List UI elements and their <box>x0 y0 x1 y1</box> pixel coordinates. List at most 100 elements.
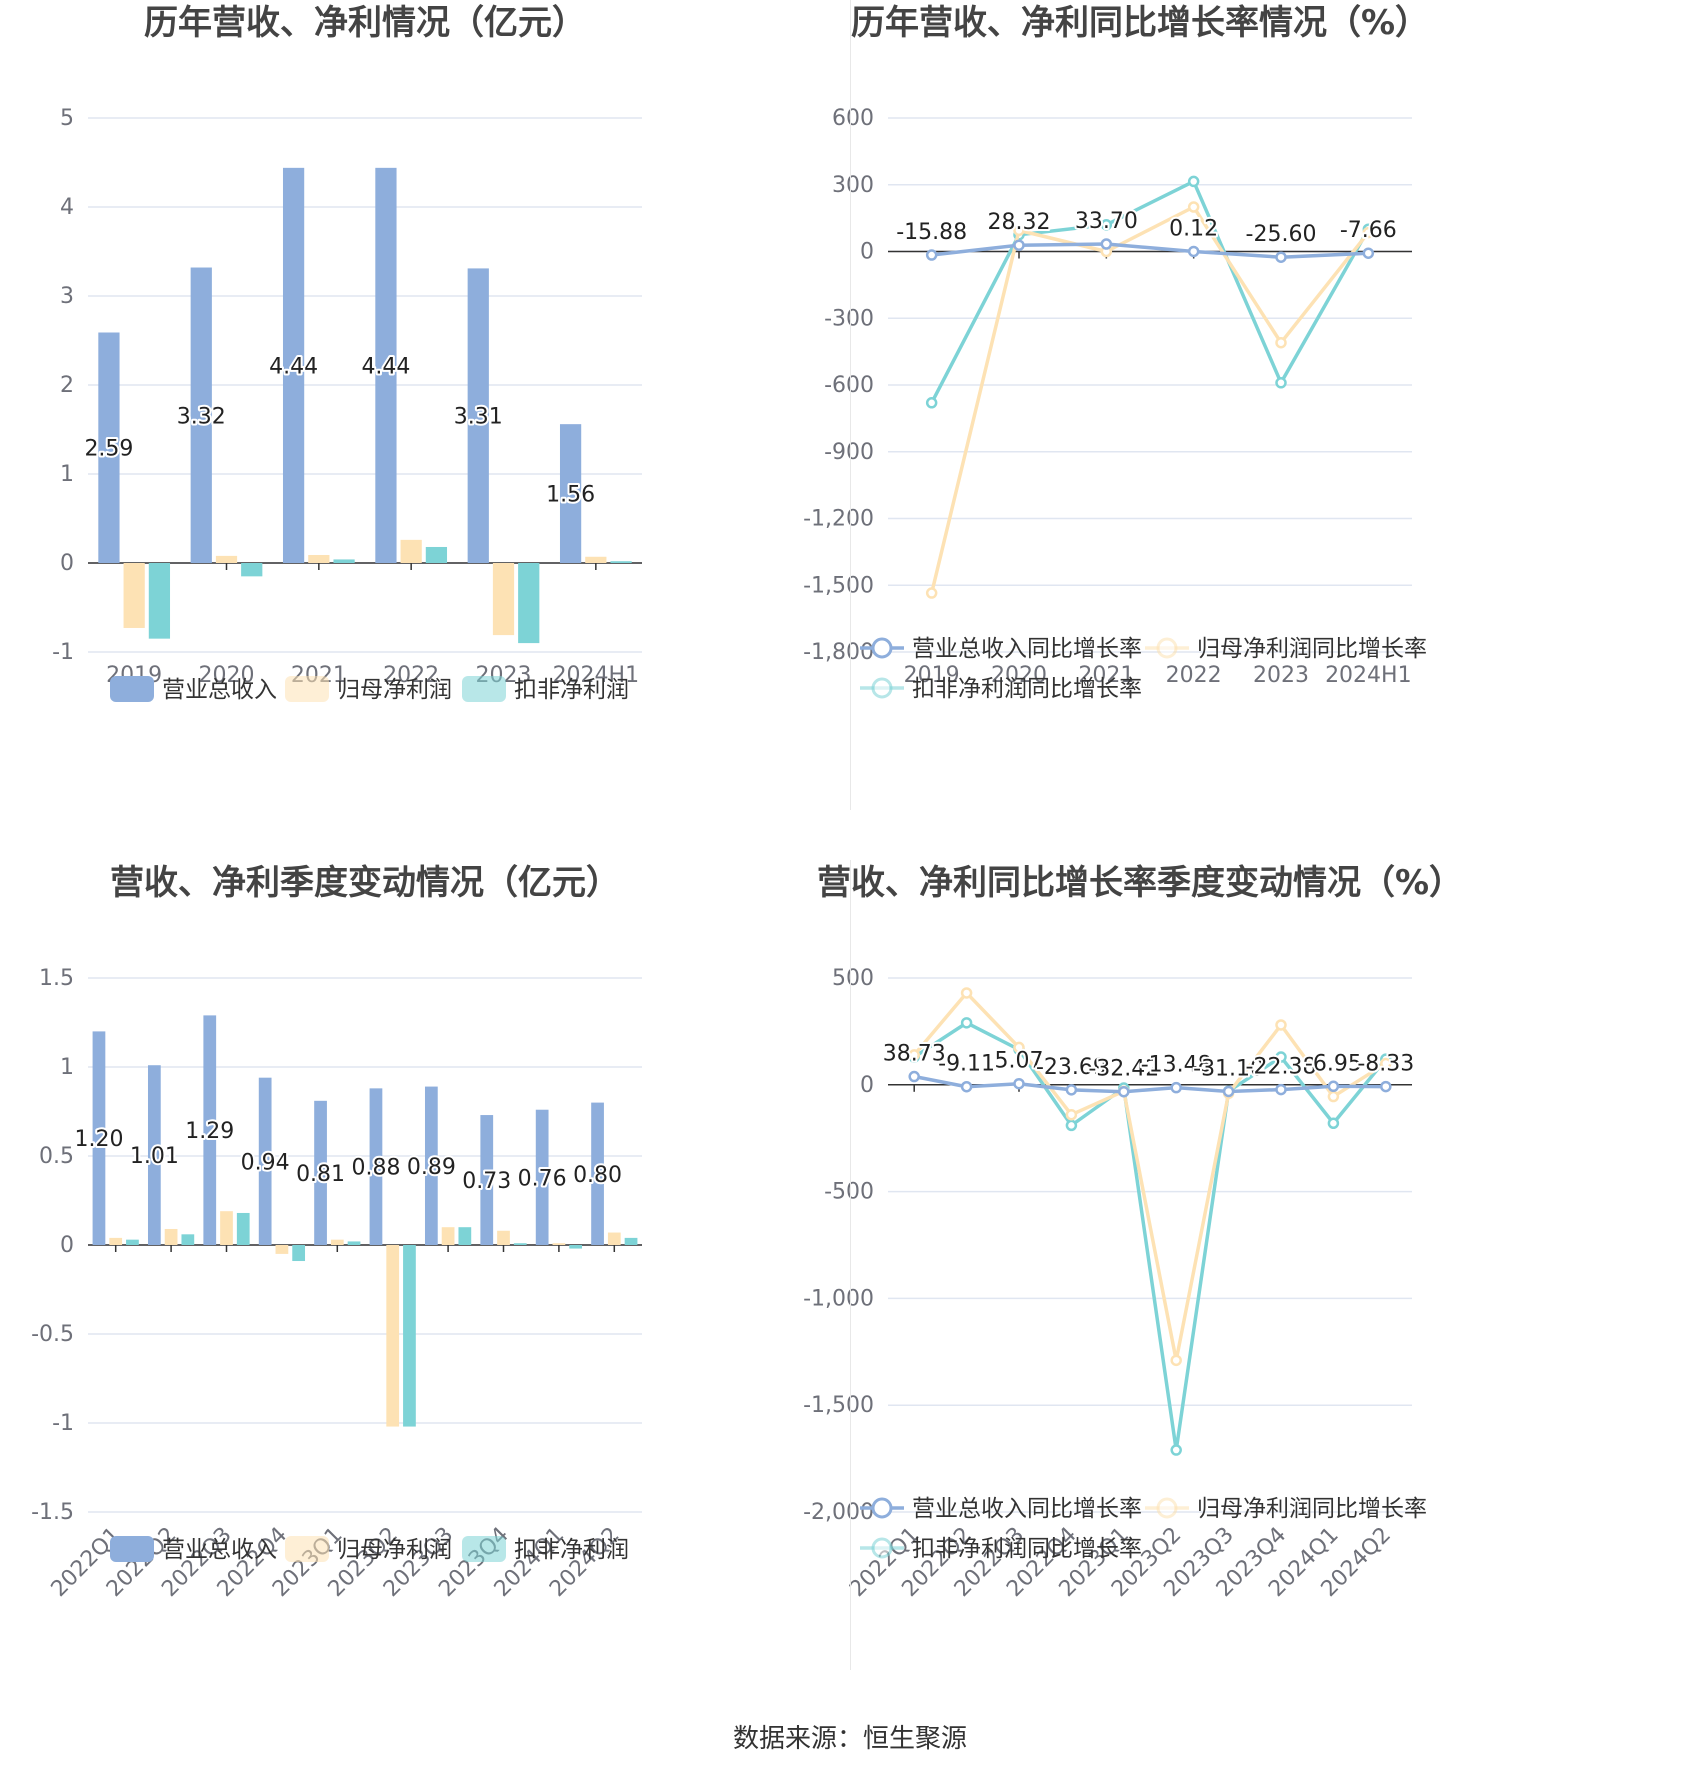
x-tick-label: 2024H1 <box>553 663 640 688</box>
legend-swatch <box>462 1536 506 1562</box>
legend-item-1: 营业总收入 <box>110 1536 277 1563</box>
y-tick-label: 2 <box>60 373 74 398</box>
bar <box>292 1245 306 1262</box>
y-tick-label: -1,200 <box>803 507 874 532</box>
series-3-bars <box>126 1212 638 1427</box>
data-point <box>925 397 938 409</box>
legend-marker-icon <box>1156 1497 1178 1519</box>
bar <box>347 1241 361 1245</box>
legend-item-3: 扣非净利润同比增长率 <box>860 676 1142 702</box>
legend-label: 营业总收入 <box>162 677 277 703</box>
data-point <box>1362 247 1375 259</box>
legend-label: 归母净利润 <box>337 677 452 703</box>
legend-item-1: 营业总收入同比增长率 <box>860 1496 1142 1522</box>
series-line <box>913 1074 1386 1094</box>
data-labels: -15.88 28.32 33.70 0.12 -25.60 -7.66 <box>894 207 1399 249</box>
series-3-line <box>908 1017 1392 1456</box>
bar <box>424 1086 438 1245</box>
data-point <box>1187 201 1200 213</box>
data-label: 0.76 <box>518 1166 567 1191</box>
legend-swatch <box>285 676 329 702</box>
legend-swatch <box>110 1536 154 1562</box>
legend-item-1: 营业总收入同比增长率 <box>860 636 1142 662</box>
data-label: 3.32 <box>177 404 226 429</box>
legend-label: 扣非净利润同比增长率 <box>912 676 1142 702</box>
y-tick-label: 500 <box>832 966 874 991</box>
data-point <box>1065 1108 1078 1121</box>
x-tick-label: 2020 <box>199 663 255 688</box>
data-label: 4.44 <box>269 354 318 379</box>
annual-growth-rate-chart: 历年营收、净利同比增长率情况（%） -1,800 -1,500 -1,200 -900 -… <box>803 0 1700 820</box>
y-tick-label: -2,000 <box>803 1500 874 1525</box>
x-tick-label: 2024H1 <box>1325 663 1412 688</box>
bar <box>585 556 607 563</box>
bar <box>275 1245 289 1254</box>
legend-label: 扣非净利润 <box>514 677 629 703</box>
bar <box>559 424 582 563</box>
series-3-bars <box>148 546 632 644</box>
y-tick-label: 300 <box>832 173 874 198</box>
data-point <box>1275 1051 1287 1063</box>
bar <box>236 1212 250 1245</box>
data-label: 0.73 <box>462 1169 511 1194</box>
data-point <box>1275 1083 1287 1096</box>
series-line <box>929 205 1370 594</box>
y-tick-label: -1 <box>52 1411 74 1436</box>
chart-title: 历年营收、净利情况（亿元） <box>144 3 586 43</box>
bar <box>330 1239 344 1245</box>
data-point <box>908 1070 920 1083</box>
y-tick-label: -1,000 <box>803 1286 874 1311</box>
series-1-bars <box>92 1015 604 1245</box>
data-label: 0.80 <box>573 1163 622 1188</box>
bar <box>518 563 540 644</box>
data-label: 2.59 <box>84 437 133 462</box>
series-2-line <box>925 201 1375 599</box>
data-label: 4.44 <box>361 354 410 379</box>
legend-marker-icon <box>871 677 893 699</box>
series-line <box>931 242 1369 259</box>
bar <box>552 1243 566 1245</box>
bar <box>164 1228 178 1245</box>
series-2-line <box>908 987 1392 1367</box>
data-point <box>1013 1077 1025 1090</box>
data-point <box>1065 1119 1078 1132</box>
data-point <box>1187 245 1200 258</box>
x-tick-label: 2022 <box>383 663 439 688</box>
bar <box>181 1234 195 1245</box>
legend-label: 扣非净利润同比增长率 <box>912 1536 1142 1562</box>
legend-item-3: 扣非净利润 <box>462 1536 629 1563</box>
data-label: -6.95 <box>1305 1051 1362 1076</box>
data-label: -15.88 <box>896 220 967 245</box>
data-point <box>1013 239 1025 251</box>
legend-item-1: 营业总收入 <box>110 676 277 703</box>
legend-label: 扣非净利润 <box>514 1537 629 1563</box>
bar <box>98 332 120 563</box>
quarterly-growth-rate-chart: 营收、净利同比增长率季度变动情况（%） -2,000 -1,500 -1,000 -50… <box>803 860 1700 1680</box>
x-tick-label: 2020 <box>991 663 1047 688</box>
legend-item-2: 归母净利润同比增长率 <box>1145 1496 1427 1522</box>
bar <box>92 1031 106 1245</box>
bar <box>591 1102 604 1245</box>
y-tick-label: -1,800 <box>803 640 874 665</box>
data-label: 0.88 <box>351 1156 400 1181</box>
bar <box>400 539 422 563</box>
data-label: -8.33 <box>1357 1052 1414 1077</box>
data-point <box>1380 1080 1392 1093</box>
series-1-bars <box>98 167 582 563</box>
bar <box>513 1243 527 1245</box>
data-point <box>1275 336 1287 349</box>
chart-title: 历年营收、净利同比增长率情况（%） <box>851 3 1429 43</box>
bar <box>535 1109 549 1245</box>
data-point <box>1222 1085 1235 1098</box>
data-point <box>1327 1090 1340 1103</box>
y-tick-label: 3 <box>60 284 74 309</box>
legend-item-3: 扣非净利润 <box>462 676 629 703</box>
legend-marker-icon <box>871 637 893 659</box>
bar <box>109 1237 123 1245</box>
data-point <box>960 987 973 999</box>
legend-item-3: 扣非净利润同比增长率 <box>860 1536 1142 1562</box>
data-label: 5.07 <box>995 1049 1044 1074</box>
data-point <box>1100 219 1113 231</box>
legend-marker-icon <box>871 1497 893 1519</box>
series-line <box>912 991 1387 1363</box>
